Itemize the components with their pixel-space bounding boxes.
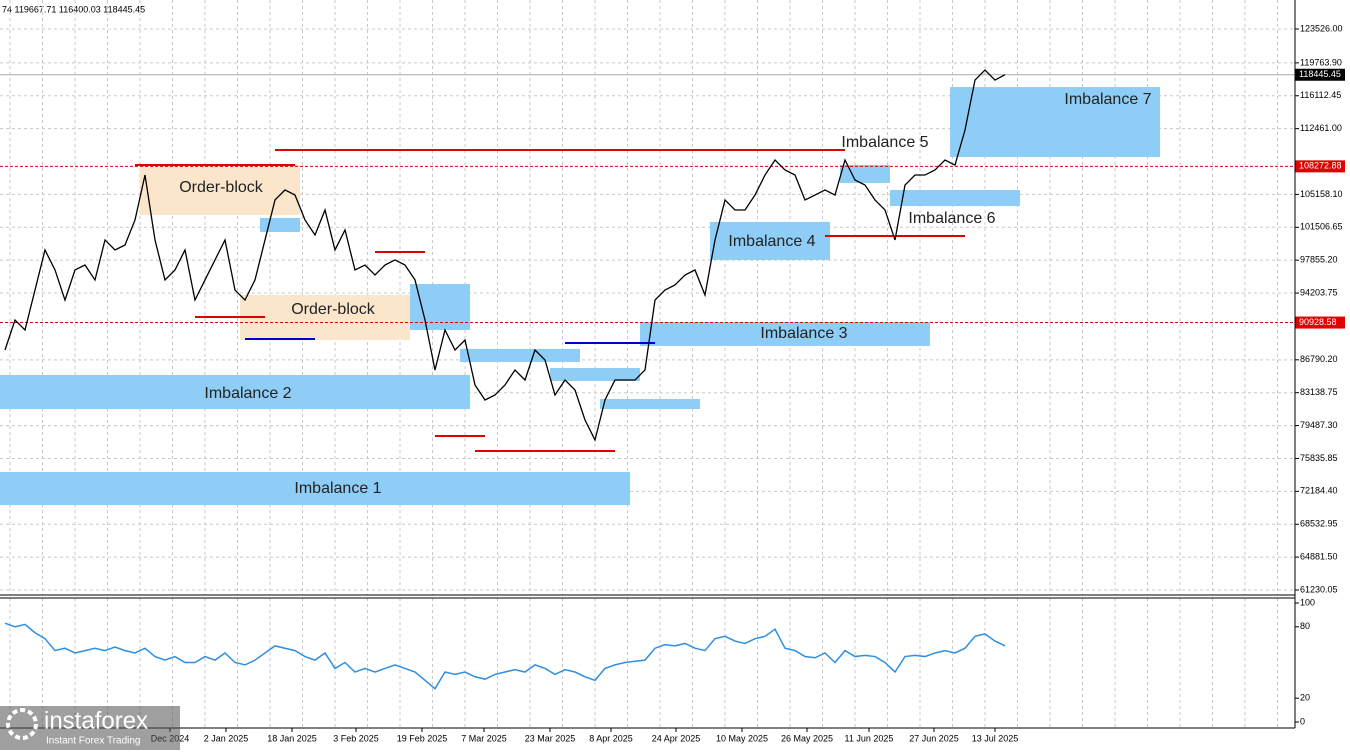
- x-tick-label: 8 Apr 2025: [589, 733, 633, 743]
- y-tick-label: 101506.65: [1300, 222, 1343, 232]
- imbalance-zone: [600, 398, 700, 409]
- osc-tick-label: 100: [1300, 597, 1315, 607]
- y-tick-label: 72184.40: [1300, 486, 1338, 496]
- y-tick-label: 119763.90: [1300, 57, 1342, 67]
- imbalance-zone: [0, 374, 470, 409]
- x-tick-label: 2 Jan 2025: [204, 733, 249, 743]
- y-tick-label: 97855.20: [1300, 255, 1338, 265]
- y-tick-label: 112461.00: [1300, 123, 1342, 133]
- x-tick-label: 10 May 2025: [716, 733, 768, 743]
- ohlc-header: 74 119667.71 116400.03 118445.45: [2, 4, 145, 14]
- y-tick-label: 86790.20: [1300, 354, 1338, 364]
- price-line: [4, 69, 1006, 442]
- y-tick-label: 94203.75: [1300, 287, 1338, 297]
- x-tick-label: 23 Mar 2025: [525, 733, 576, 743]
- imbalance-zone: [0, 471, 630, 505]
- imbalance-zone-label: Imbalance 3: [760, 325, 847, 342]
- imbalance-zone-label: Imbalance 4: [728, 233, 815, 250]
- y-tick-label: 68532.95: [1300, 519, 1338, 529]
- oscillator-line: [4, 622, 1006, 690]
- order-block: [240, 294, 410, 341]
- imbalance-zone: [550, 368, 640, 381]
- price-tag: [1295, 68, 1345, 81]
- y-tick-label: 123526.00: [1300, 23, 1343, 33]
- price-tag: [1295, 316, 1345, 329]
- x-tick-label: 27 Jun 2025: [909, 733, 959, 743]
- imbalance-zone: [710, 221, 830, 260]
- x-tick-label: 18 Jan 2025: [267, 733, 317, 743]
- imbalance-zone: [260, 217, 300, 233]
- y-tick-label: 79487.30: [1300, 420, 1338, 430]
- imbalance-zone: [640, 321, 930, 346]
- price-tag-label: 90928.58: [1299, 317, 1337, 327]
- x-tick-label: 11 Jun 2025: [845, 733, 894, 743]
- order-block-label: Order-block: [179, 179, 264, 196]
- imbalance-zone: [460, 348, 580, 362]
- imbalance-zone-label: Imbalance 7: [1064, 91, 1151, 108]
- y-tick-label: 105158.10: [1300, 189, 1343, 199]
- order-block-label: Order-block: [291, 301, 376, 318]
- x-tick-label: 19 Feb 2025: [397, 733, 448, 743]
- x-tick-label: 26 May 2025: [781, 733, 833, 743]
- watermark-tagline: Instant Forex Trading: [46, 736, 141, 747]
- imbalance-zone-label: Imbalance 6: [908, 210, 995, 227]
- imbalance-zone-label: Imbalance 1: [294, 480, 381, 497]
- current-price-label: 118445.45: [1299, 69, 1341, 79]
- price-tag-label: 108272.88: [1299, 161, 1342, 171]
- imbalance-zone-label: Imbalance 5: [841, 134, 928, 151]
- x-tick-label: 7 Mar 2025: [461, 733, 507, 743]
- imbalance-zone: [950, 87, 1160, 158]
- y-tick-label: 75835.85: [1300, 453, 1338, 463]
- watermark-logo: [6, 708, 38, 740]
- imbalance-zone: [410, 283, 470, 331]
- price-tag: [1295, 160, 1345, 173]
- x-tick-label: 13 Jul 2025: [972, 733, 1019, 743]
- y-tick-label: 61230.05: [1300, 584, 1338, 594]
- imbalance-zone: [840, 165, 890, 183]
- imbalance-zone: [890, 189, 1020, 207]
- x-tick-label: 3 Feb 2025: [333, 733, 379, 743]
- x-tick-label: 24 Apr 2025: [652, 733, 701, 743]
- osc-tick-label: 20: [1300, 693, 1310, 703]
- osc-tick-label: 0: [1300, 716, 1305, 726]
- y-tick-label: 116112.45: [1300, 90, 1341, 100]
- y-tick-label: 64881.50: [1300, 551, 1338, 561]
- y-tick-label: 83138.75: [1300, 387, 1338, 397]
- watermark-brand: instaforex: [44, 707, 148, 734]
- osc-tick-label: 80: [1300, 621, 1310, 631]
- imbalance-zone-label: Imbalance 2: [204, 385, 291, 402]
